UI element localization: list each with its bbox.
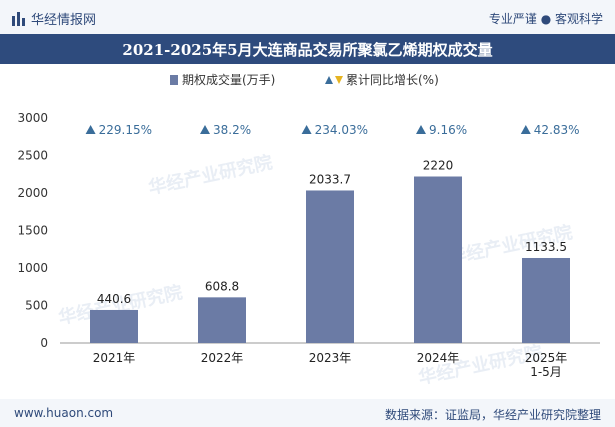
tagline: 专业严谨 ● 客观科学 xyxy=(488,12,603,26)
x-tick-label: 2021年 xyxy=(93,351,136,365)
chart-title-bar: 2021-2025年5月大连商品交易所聚氯乙烯期权成交量 xyxy=(0,34,615,64)
bar xyxy=(414,176,462,343)
y-tick-label: 3000 xyxy=(17,111,48,125)
bar-value-label: 2220 xyxy=(423,159,454,173)
y-tick-label: 0 xyxy=(40,336,48,350)
brand-name: 华经情报网 xyxy=(31,13,97,28)
legend-bar-label: 期权成交量(万手) xyxy=(182,72,275,87)
growth-label: 38.2% xyxy=(213,123,251,137)
legend-down-triangle-icon xyxy=(335,76,343,84)
bar-value-label: 440.6 xyxy=(97,292,131,306)
bar xyxy=(198,297,246,343)
bar-value-label: 1133.5 xyxy=(525,240,567,254)
growth-up-triangle-icon xyxy=(301,125,312,134)
y-tick-label: 2500 xyxy=(17,149,48,163)
bar-value-label: 608.8 xyxy=(205,279,239,293)
y-tick-label: 1500 xyxy=(17,224,48,238)
bar-value-label: 2033.7 xyxy=(309,172,351,186)
growth-label: 234.03% xyxy=(315,123,368,137)
x-tick-label: 2024年 xyxy=(417,351,460,365)
data-source: 数据来源：证监局，华经产业研究院整理 xyxy=(384,408,601,422)
watermark-text: 华经产业研究院 xyxy=(146,151,274,199)
logo-icon xyxy=(12,11,25,26)
growth-up-triangle-icon xyxy=(85,125,96,134)
y-tick-label: 2000 xyxy=(17,186,48,200)
y-tick-label: 1000 xyxy=(17,261,48,275)
legend-growth-label: 累计同比增长(%) xyxy=(346,73,439,87)
bar xyxy=(90,309,138,343)
bar xyxy=(522,257,570,343)
growth-up-triangle-icon xyxy=(200,125,210,134)
top-bar: 华经情报网 专业严谨 ● 客观科学 xyxy=(0,0,615,34)
x-tick-label: 2023年 xyxy=(309,351,352,365)
growth-up-triangle-icon xyxy=(520,125,531,134)
x-tick-label: 1-5月 xyxy=(530,365,562,379)
legend-bar-swatch xyxy=(170,75,178,85)
website-link[interactable]: www.huaon.com xyxy=(14,406,114,420)
watermark-text: 华经产业研究院 xyxy=(416,341,544,389)
legend-up-triangle-icon xyxy=(325,76,333,84)
growth-label: 229.15% xyxy=(99,123,152,137)
growth-label: 42.83% xyxy=(534,123,580,137)
growth-label: 9.16% xyxy=(429,123,467,137)
bar xyxy=(306,190,354,343)
y-tick-label: 500 xyxy=(25,299,48,313)
x-tick-label: 2025年 xyxy=(525,351,568,365)
x-tick-label: 2022年 xyxy=(201,351,244,365)
growth-up-triangle-icon xyxy=(416,125,426,134)
footer-bar: www.huaon.com 数据来源：证监局，华经产业研究院整理 xyxy=(0,399,615,427)
chart-title: 2021-2025年5月大连商品交易所聚氯乙烯期权成交量 xyxy=(122,40,493,59)
brand-logo: 华经情报网 xyxy=(12,9,96,28)
